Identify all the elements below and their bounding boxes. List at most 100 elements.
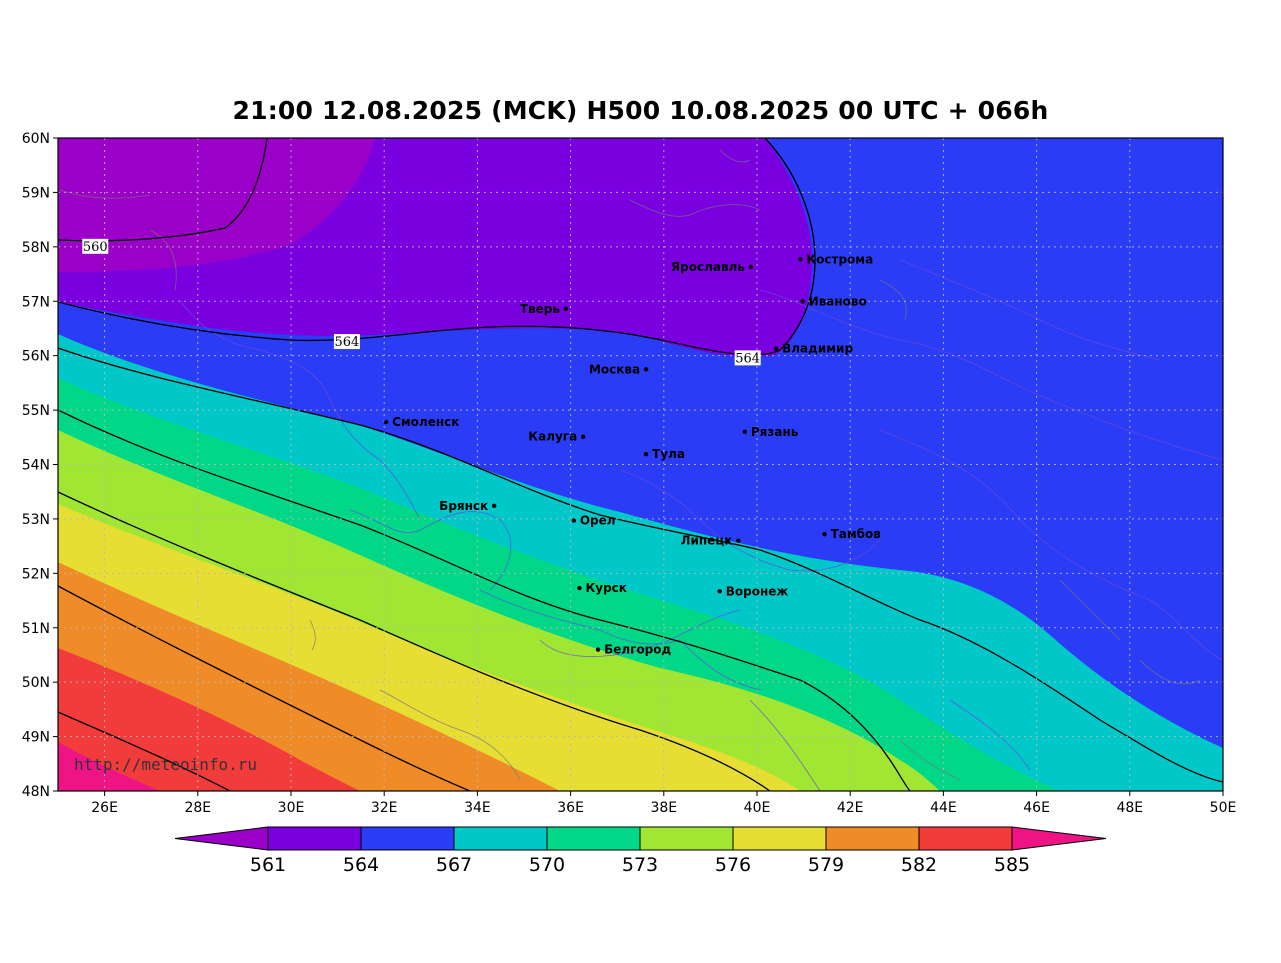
city-label: Курск <box>585 581 626 595</box>
city-dot <box>822 531 827 537</box>
city-dot <box>383 419 389 425</box>
colorbar-arrow-right <box>1011 826 1107 851</box>
colorbar-swatch <box>639 826 734 851</box>
lat-label: 51N <box>22 621 50 637</box>
admin-boundaries <box>179 259 1223 791</box>
city-label: Воронеж <box>726 584 789 598</box>
city-label: Тула <box>652 447 685 461</box>
colorbar-tick-label: 585 <box>994 854 1030 876</box>
city-dot <box>717 589 722 594</box>
city-dot <box>563 306 569 312</box>
city-label: Смоленск <box>392 415 459 429</box>
band-582-585 <box>58 648 360 791</box>
city-label: Иваново <box>809 294 867 308</box>
lat-label: 60N <box>22 131 50 147</box>
graticule <box>58 138 1223 791</box>
colorbar-swatch <box>267 826 362 851</box>
lat-label: 56N <box>22 349 50 365</box>
lon-label: 34E <box>464 800 491 816</box>
contour-label-box <box>82 238 109 254</box>
city-dot <box>643 367 649 372</box>
city-label: Москва <box>589 362 640 376</box>
lat-label: 57N <box>22 294 50 310</box>
lon-label: 38E <box>650 800 677 816</box>
city-label: Брянск <box>439 499 488 513</box>
axis-ticks <box>53 137 1224 796</box>
band-lt-561 <box>58 138 375 272</box>
city-label: Липецк <box>681 534 733 548</box>
colorbar-swatch <box>546 826 641 851</box>
contour-label: 564 <box>735 351 760 366</box>
height-contours <box>58 138 1223 791</box>
axis-labels: 60N 59N 58N 57N 56N 55N 54N 53N 52N 51N 50N 49N 48N 2… <box>22 131 1237 816</box>
lon-label: 46E <box>1023 800 1050 816</box>
city-dot <box>742 429 748 435</box>
lon-label: 26E <box>91 800 118 816</box>
city-dot <box>798 257 803 262</box>
lat-label: 54N <box>22 458 50 474</box>
lat-label: 55N <box>22 403 50 419</box>
lon-label: 44E <box>930 800 957 816</box>
city-label: Владимир <box>782 342 853 356</box>
contour-label-box <box>734 350 761 366</box>
colorbar-swatch <box>825 826 920 851</box>
city-dot <box>595 647 601 652</box>
contour-label: 560 <box>83 240 108 255</box>
colorbar-tick-label: 576 <box>715 854 751 876</box>
contour-labels: 560 564 564 <box>82 238 761 366</box>
lat-label: 50N <box>22 675 50 691</box>
city-label: Тамбов <box>831 527 882 541</box>
city-label: Тверь <box>520 302 561 316</box>
city-dot <box>491 503 497 509</box>
city-label: Орел <box>580 514 616 528</box>
lat-label: 53N <box>22 512 50 528</box>
lon-label: 42E <box>837 800 864 816</box>
band-gt-585 <box>58 742 160 791</box>
colorbar-swatch <box>453 826 548 851</box>
lat-label: 52N <box>22 566 50 582</box>
colorbar-tick-label: 567 <box>436 854 472 876</box>
city-dot <box>773 346 779 351</box>
lon-label: 30E <box>278 800 305 816</box>
city-dot <box>748 264 754 270</box>
lon-label: 48E <box>1116 800 1143 816</box>
city-label: Кострома <box>806 252 873 266</box>
colorbar-swatch <box>360 826 455 851</box>
city-label: Ярославль <box>671 260 745 274</box>
city-label: Белгород <box>604 643 671 657</box>
map-title: 21:00 12.08.2025 (MCK) H500 10.08.2025 0… <box>232 96 1049 125</box>
city-dot <box>571 518 577 523</box>
lon-label: 32E <box>371 800 398 816</box>
colorbar-swatch <box>918 826 1013 851</box>
colorbar-tick-label: 570 <box>529 854 565 876</box>
city-dot <box>736 538 741 543</box>
lon-label: 40E <box>744 800 771 816</box>
city-label: Рязань <box>751 425 799 439</box>
city-dot <box>643 451 649 457</box>
lon-label: 28E <box>184 800 211 816</box>
lat-label: 59N <box>22 185 50 201</box>
city-dot <box>580 434 586 439</box>
lat-label: 58N <box>22 240 50 256</box>
lon-label: 36E <box>557 800 584 816</box>
colorbar-tick-label: 573 <box>622 854 658 876</box>
colorbar-tick-label: 579 <box>808 854 844 876</box>
colorbar-swatch <box>732 826 827 851</box>
lat-label: 49N <box>22 730 50 746</box>
watermark: http://meteoinfo.ru <box>74 755 257 774</box>
colorbar-tick-label: 564 <box>343 854 379 876</box>
city-dot <box>800 299 805 304</box>
city-label: Калуга <box>528 430 577 444</box>
contour-label-box <box>333 334 360 350</box>
contour-label: 564 <box>335 335 360 350</box>
colorbar-arrow-left <box>174 826 269 851</box>
lat-label: 48N <box>22 784 50 800</box>
colorbar: 561 564 567 570 573 576 579 582 585 <box>174 826 1107 876</box>
city-markers: Кострома Ярославль Иваново Тверь Владимир Мос… <box>383 252 882 657</box>
city-dot <box>577 585 582 591</box>
lon-label: 50E <box>1210 800 1237 816</box>
colorbar-tick-label: 582 <box>901 854 937 876</box>
rivers <box>59 149 1201 781</box>
colorbar-tick-label: 561 <box>250 854 286 876</box>
